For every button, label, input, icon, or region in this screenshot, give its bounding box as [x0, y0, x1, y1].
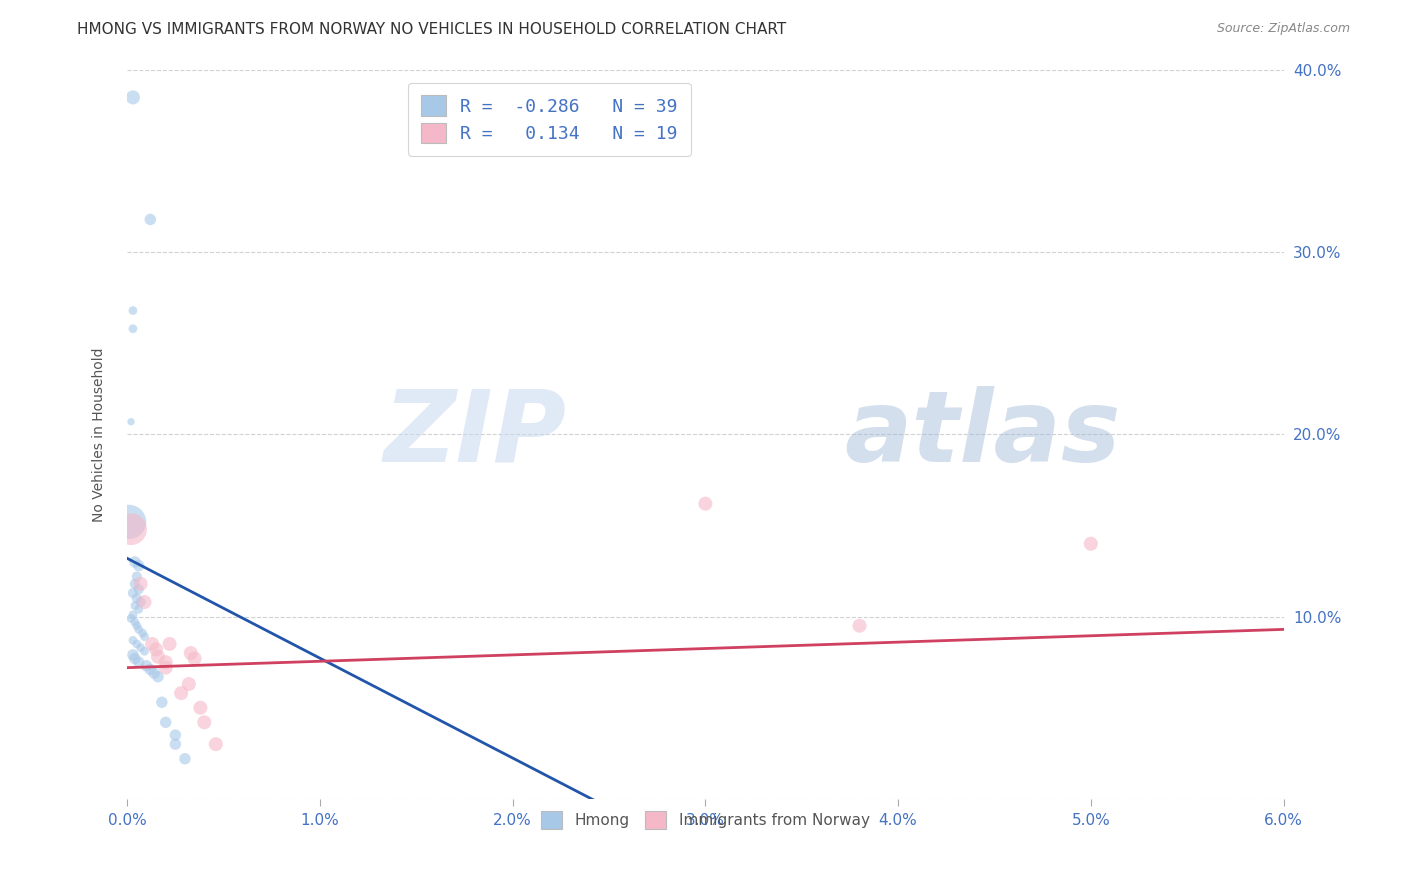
Point	[125, 637, 148, 651]
Point	[145, 642, 167, 657]
Point	[122, 607, 145, 622]
Point	[141, 637, 163, 651]
Point	[177, 677, 200, 691]
Point	[159, 637, 181, 651]
Point	[128, 602, 150, 616]
Point	[155, 715, 177, 730]
Point	[131, 626, 153, 640]
Point	[139, 212, 162, 227]
Point	[134, 595, 156, 609]
Point	[146, 670, 169, 684]
Point	[118, 515, 141, 529]
Point	[122, 90, 145, 104]
Point	[128, 558, 150, 573]
Point	[128, 623, 150, 637]
Point	[125, 591, 148, 606]
Point	[205, 737, 228, 751]
Y-axis label: No Vehicles in Household: No Vehicles in Household	[93, 347, 107, 522]
Point	[183, 651, 205, 665]
Point	[180, 646, 202, 660]
Point	[129, 640, 152, 655]
Point	[124, 651, 146, 665]
Text: Source: ZipAtlas.com: Source: ZipAtlas.com	[1216, 22, 1350, 36]
Point	[139, 663, 162, 677]
Point	[125, 619, 148, 633]
Point	[124, 577, 146, 591]
Point	[143, 666, 166, 681]
Text: atlas: atlas	[844, 386, 1121, 483]
Point	[124, 599, 146, 613]
Point	[193, 715, 215, 730]
Point	[134, 630, 156, 644]
Point	[124, 555, 146, 569]
Point	[165, 737, 187, 751]
Point	[120, 611, 142, 625]
Point	[122, 648, 145, 662]
Point	[174, 752, 197, 766]
Point	[155, 655, 177, 669]
Point	[124, 615, 146, 629]
Point	[128, 582, 150, 597]
Point	[122, 303, 145, 318]
Point	[122, 322, 145, 336]
Point	[129, 577, 152, 591]
Point	[150, 695, 173, 709]
Point	[122, 633, 145, 648]
Text: HMONG VS IMMIGRANTS FROM NORWAY NO VEHICLES IN HOUSEHOLD CORRELATION CHART: HMONG VS IMMIGRANTS FROM NORWAY NO VEHIC…	[77, 22, 786, 37]
Point	[190, 700, 212, 714]
Point	[120, 415, 142, 429]
Point	[165, 728, 187, 742]
Point	[122, 586, 145, 600]
Text: ZIP: ZIP	[384, 386, 567, 483]
Point	[129, 595, 152, 609]
Point	[848, 619, 870, 633]
Point	[1080, 537, 1102, 551]
Point	[170, 686, 193, 700]
Point	[695, 497, 717, 511]
Point	[135, 658, 157, 673]
Point	[120, 522, 142, 536]
Point	[125, 569, 148, 583]
Point	[134, 644, 156, 658]
Point	[155, 660, 177, 674]
Point	[146, 649, 169, 664]
Legend: Hmong, Immigrants from Norway: Hmong, Immigrants from Norway	[534, 805, 876, 835]
Point	[128, 655, 150, 669]
